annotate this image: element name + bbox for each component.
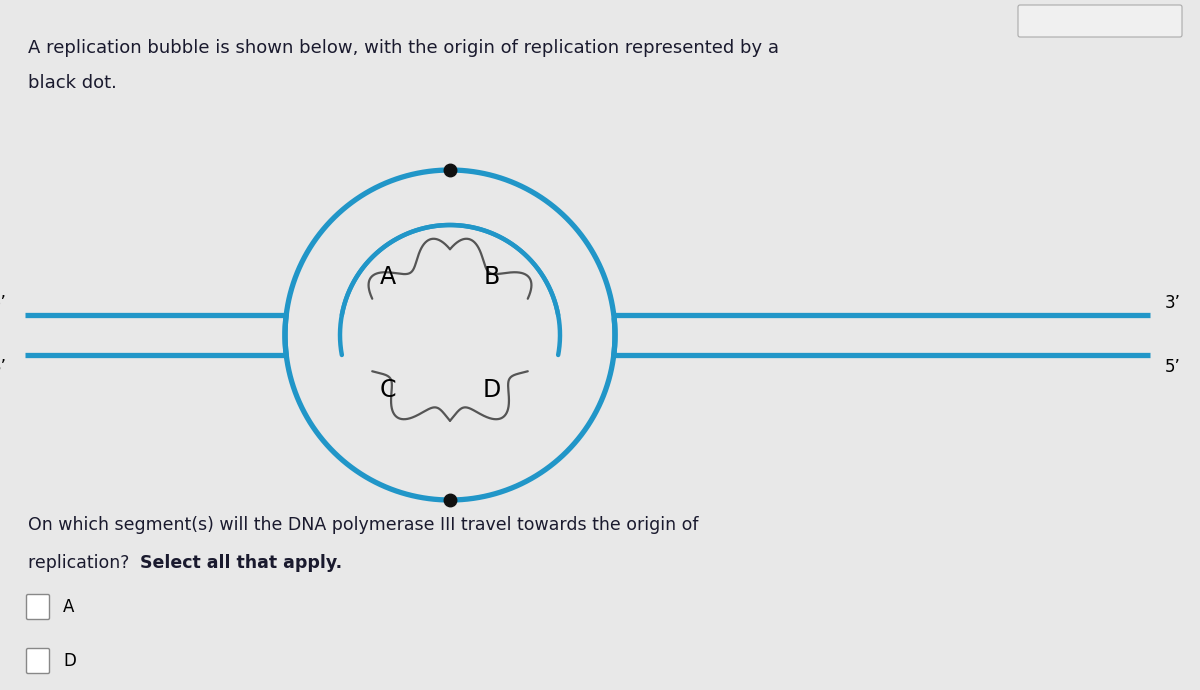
Text: 5’: 5’ <box>0 294 7 312</box>
Text: D: D <box>64 652 76 670</box>
Text: A: A <box>380 265 396 289</box>
Text: C: C <box>379 378 396 402</box>
Text: black dot.: black dot. <box>28 74 116 92</box>
FancyBboxPatch shape <box>1018 5 1182 37</box>
Text: D: D <box>482 378 502 402</box>
Text: 3’: 3’ <box>0 358 7 376</box>
Text: Select all that apply.: Select all that apply. <box>140 554 342 572</box>
Text: 3’: 3’ <box>1165 294 1181 312</box>
Text: A: A <box>64 598 74 616</box>
FancyBboxPatch shape <box>26 649 49 673</box>
FancyBboxPatch shape <box>26 595 49 620</box>
Text: replication?: replication? <box>28 554 134 572</box>
Text: 5’: 5’ <box>1165 358 1181 376</box>
Text: A replication bubble is shown below, with the origin of replication represented : A replication bubble is shown below, wit… <box>28 39 779 57</box>
Text: On which segment(s) will the DNA polymerase III travel towards the origin of: On which segment(s) will the DNA polymer… <box>28 516 698 534</box>
Text: B: B <box>484 265 500 289</box>
